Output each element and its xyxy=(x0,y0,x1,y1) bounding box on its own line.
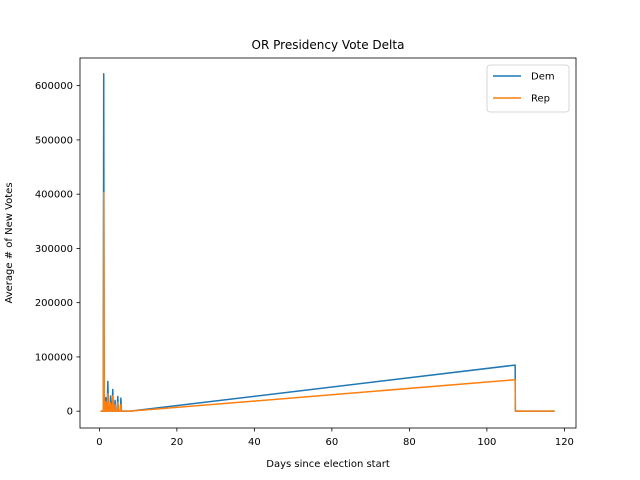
legend-label-dem: Dem xyxy=(531,72,555,83)
x-tick-label: 120 xyxy=(555,437,574,448)
x-tick-label: 0 xyxy=(96,437,102,448)
series-layer xyxy=(100,72,555,412)
y-tick-label: 200000 xyxy=(35,298,73,309)
y-tick-label: 600000 xyxy=(35,81,73,92)
x-tick-label: 20 xyxy=(171,437,184,448)
legend: Dem Rep xyxy=(486,64,570,113)
legend-label-rep: Rep xyxy=(531,94,550,105)
chart-title: OR Presidency Vote Delta xyxy=(252,38,405,52)
y-tick-label: 300000 xyxy=(35,244,73,255)
y-axis-label: Average # of New Votes xyxy=(4,182,15,303)
axes-frame xyxy=(79,57,577,429)
y-tick-label: 100000 xyxy=(35,352,73,363)
y-tick-label: 0 xyxy=(67,407,73,418)
x-tick-label: 80 xyxy=(403,437,416,448)
legend-box xyxy=(486,64,570,113)
y-tick-label: 400000 xyxy=(35,190,73,201)
y-tick-label: 500000 xyxy=(35,135,73,146)
x-tick-label: 40 xyxy=(248,437,261,448)
y-axis: 0 100000 200000 300000 400000 500000 600000 xyxy=(35,81,80,418)
x-axis-label: Days since election start xyxy=(266,459,390,470)
plot-area xyxy=(79,57,577,429)
x-tick-label: 60 xyxy=(326,437,339,448)
series-line-rep xyxy=(100,191,555,412)
x-axis: 0 20 40 60 80 100 120 xyxy=(96,428,574,448)
x-tick-label: 100 xyxy=(477,437,496,448)
